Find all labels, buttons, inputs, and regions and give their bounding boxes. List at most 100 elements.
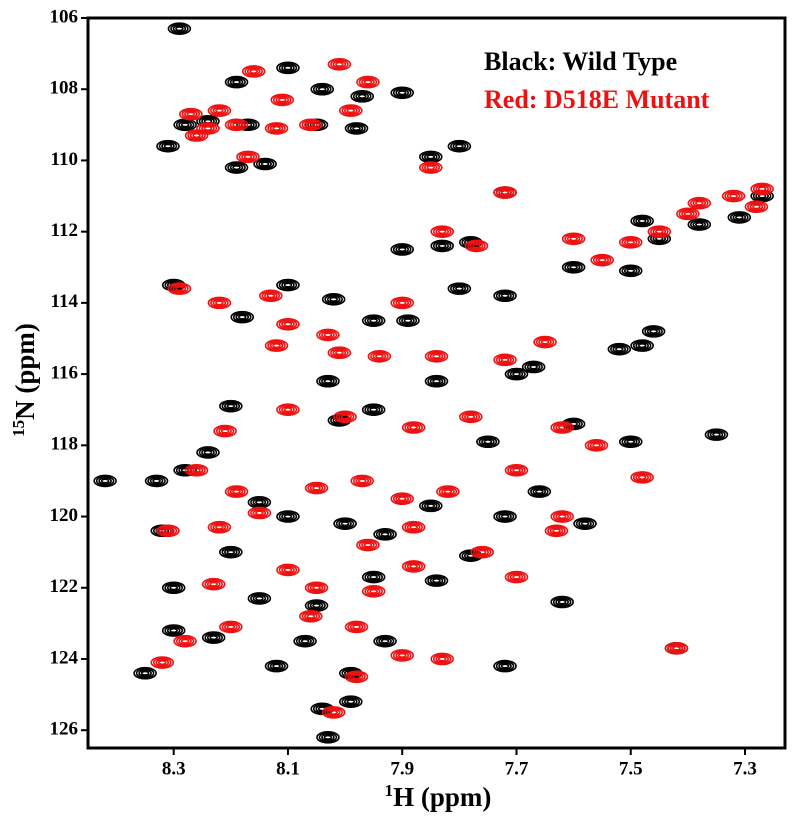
contour-ring xyxy=(552,528,561,534)
contour-ring xyxy=(390,243,415,256)
contour-ring xyxy=(181,109,201,120)
contour-ring xyxy=(232,489,241,495)
contour-ring xyxy=(747,201,766,212)
contour-ring xyxy=(378,530,392,539)
contour-ring xyxy=(227,119,246,130)
contour-ring xyxy=(395,245,410,254)
contour-ring xyxy=(426,503,436,509)
contour-ring xyxy=(196,122,220,135)
contour-ring xyxy=(401,560,426,573)
contour-ring xyxy=(557,599,567,605)
peak xyxy=(361,314,386,327)
contour-ring xyxy=(304,481,329,495)
contour-ring xyxy=(338,413,352,421)
peak xyxy=(424,574,449,587)
contour-ring xyxy=(618,435,643,449)
contour-ring xyxy=(461,411,481,422)
contour-ring xyxy=(100,478,110,484)
contour-ring xyxy=(349,124,364,133)
contour-ring xyxy=(352,125,361,131)
contour-ring xyxy=(229,121,244,129)
contour-ring xyxy=(455,286,464,292)
contour-ring xyxy=(441,487,455,496)
contour-ring xyxy=(692,199,707,207)
contour-ring xyxy=(637,474,647,480)
contour-ring xyxy=(623,267,638,275)
peak xyxy=(493,289,517,303)
y-label-text: N (ppm) xyxy=(10,323,40,420)
contour-ring xyxy=(532,487,547,496)
contour-ring xyxy=(632,340,652,351)
contour-ring xyxy=(406,523,421,532)
contour-ring xyxy=(500,293,510,299)
peak xyxy=(424,349,449,363)
contour-ring xyxy=(318,376,338,387)
contour-ring xyxy=(610,344,629,355)
contour-ring xyxy=(215,426,235,437)
contour-ring xyxy=(166,583,181,592)
contour-ring xyxy=(178,637,192,645)
peak xyxy=(167,282,192,295)
peak xyxy=(361,570,386,584)
peak xyxy=(664,641,689,655)
contour-ring xyxy=(186,111,196,117)
contour-ring xyxy=(623,437,638,446)
legend-entry: Black: Wild Type xyxy=(484,47,677,76)
peak xyxy=(504,463,529,477)
peak xyxy=(321,293,346,306)
contour-ring xyxy=(573,517,597,530)
peak xyxy=(276,403,300,417)
contour-ring xyxy=(224,623,238,631)
contour-ring xyxy=(278,319,298,330)
contour-ring xyxy=(521,360,546,374)
contour-ring xyxy=(269,341,284,350)
peak xyxy=(550,421,574,434)
contour-ring xyxy=(452,142,467,150)
contour-ring xyxy=(203,125,213,131)
contour-ring xyxy=(404,522,423,533)
peak xyxy=(561,260,586,274)
contour-ring xyxy=(435,242,450,250)
contour-ring xyxy=(358,539,378,551)
contour-ring xyxy=(690,219,709,230)
contour-ring xyxy=(255,595,264,601)
contour-ring xyxy=(283,65,293,71)
contour-ring xyxy=(463,413,478,421)
contour-ring xyxy=(317,86,327,92)
peak xyxy=(333,517,357,530)
peak xyxy=(310,82,335,96)
contour-ring xyxy=(226,403,236,409)
contour-ring xyxy=(204,632,223,643)
contour-ring xyxy=(227,77,246,88)
contour-ring xyxy=(243,154,253,160)
contour-ring xyxy=(224,485,249,498)
contour-ring xyxy=(578,519,592,528)
contour-ring xyxy=(535,489,544,495)
contour-ring xyxy=(418,161,443,174)
contour-ring xyxy=(237,314,247,320)
peak xyxy=(476,435,500,449)
peak xyxy=(184,463,209,477)
contour-ring xyxy=(344,670,369,684)
contour-ring xyxy=(258,160,272,168)
peak xyxy=(356,75,380,89)
peak xyxy=(93,474,117,488)
contour-ring xyxy=(316,328,340,342)
contour-ring xyxy=(192,132,201,139)
contour-ring xyxy=(626,268,636,274)
contour-ring xyxy=(352,624,361,630)
contour-ring xyxy=(363,542,373,548)
contour-ring xyxy=(524,361,543,373)
contour-ring xyxy=(397,246,407,253)
contour-ring xyxy=(180,638,190,644)
peak xyxy=(396,314,420,327)
contour-ring xyxy=(276,278,300,292)
peak xyxy=(316,328,340,342)
peak xyxy=(327,346,352,360)
contour-ring xyxy=(424,374,449,388)
contour-ring xyxy=(623,238,638,247)
contour-ring xyxy=(369,574,378,580)
contour-ring xyxy=(469,242,484,250)
contour-ring xyxy=(372,352,387,361)
x-tick-label: 7.9 xyxy=(390,758,414,779)
